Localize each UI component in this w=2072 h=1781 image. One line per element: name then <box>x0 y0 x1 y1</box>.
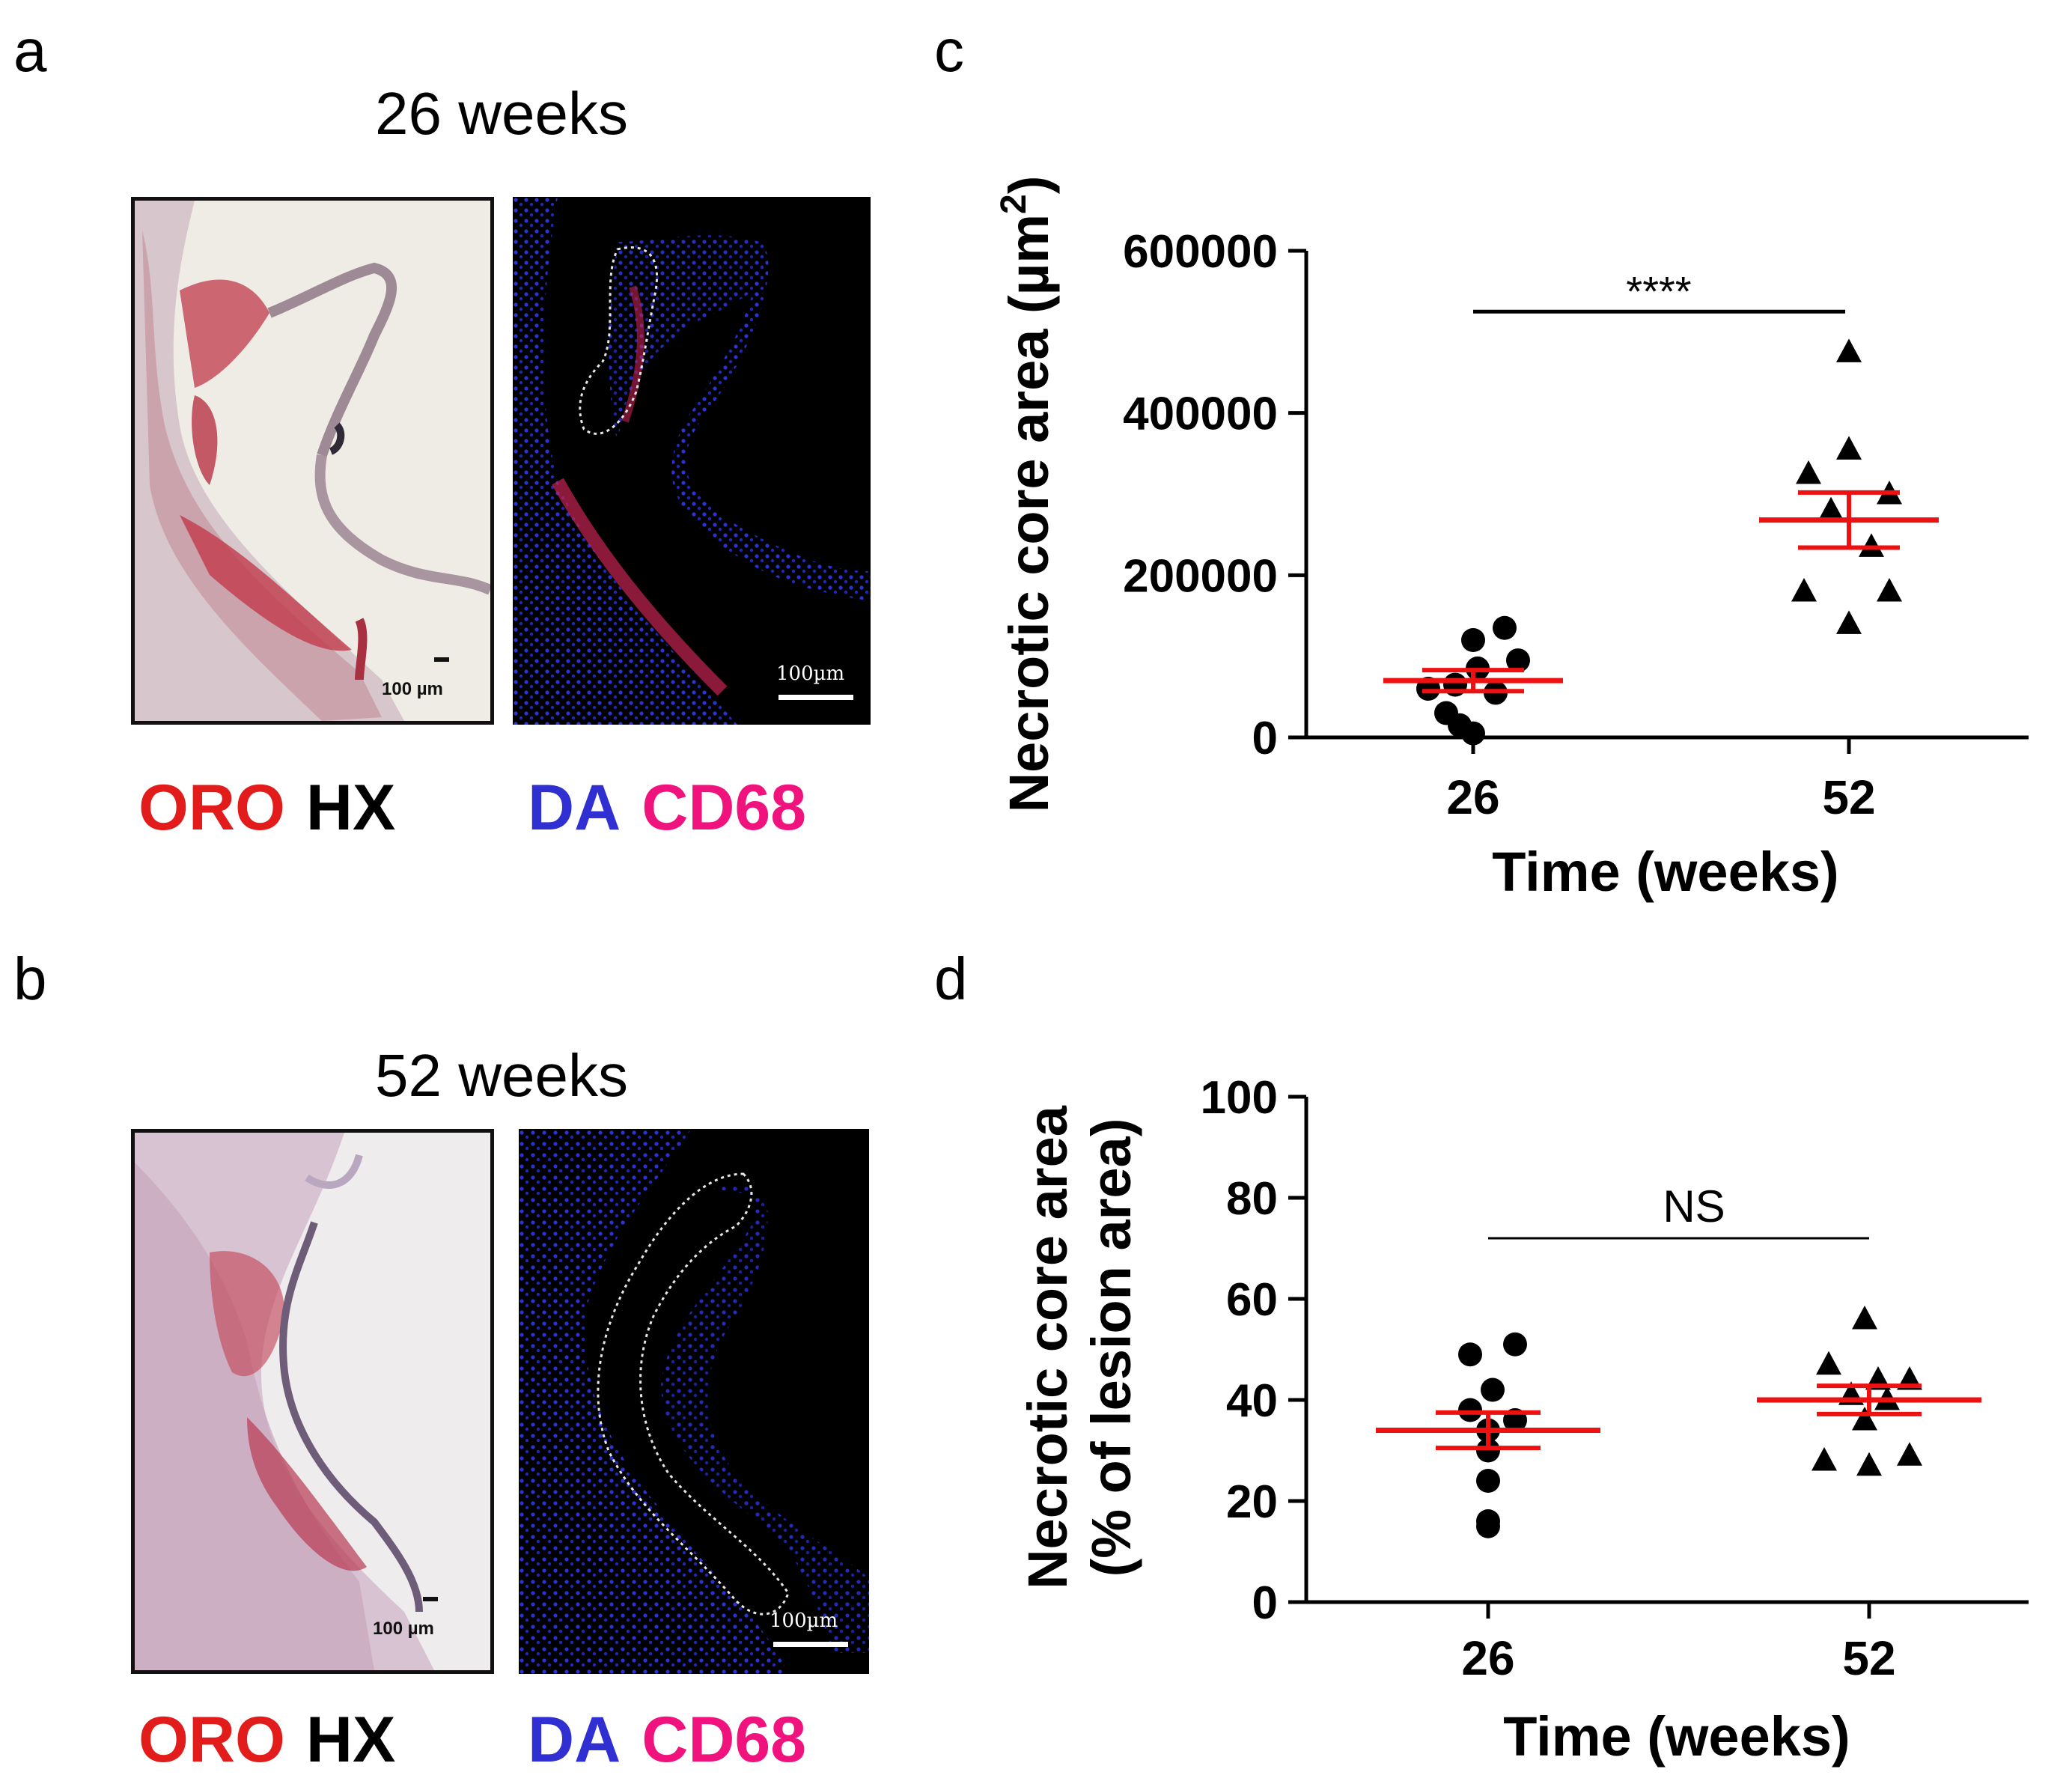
chart-d-y-tick-label: 80 <box>1226 1173 1278 1225</box>
panel-b-stain-cd68: CD68 <box>642 1704 807 1776</box>
chart-c-point-52 <box>1791 578 1817 602</box>
chart-d-point-52 <box>1812 1447 1837 1471</box>
chart-c-mean-sem <box>1383 490 1939 694</box>
chart-d-y-tick-label: 40 <box>1226 1375 1278 1427</box>
chart-d-point-26 <box>1476 1438 1500 1463</box>
chart-d-point-26 <box>1458 1342 1482 1367</box>
chart-c-point-52 <box>1877 578 1902 602</box>
chart-d: 0 20 40 60 80 100 26 52 Time (weeks) Necrotic… <box>1017 1072 2029 1768</box>
panel-b-da-cd68-micrograph: 100µm <box>519 1129 869 1674</box>
chart-c-point-52 <box>1836 436 1862 460</box>
chart-c-point-26 <box>1461 721 1485 746</box>
chart-d-significance-label: NS <box>1663 1181 1725 1232</box>
chart-d-x-tick-label-52: 52 <box>1842 1631 1895 1685</box>
chart-d-axes <box>1304 1097 2029 1604</box>
chart-d-x-axis-title: Time (weeks) <box>1503 1705 1850 1768</box>
chart-c-y-axis-title-end: ) <box>998 176 1060 195</box>
panel-a-stain-legend-right: DA CD68 <box>528 776 827 840</box>
chart-d-y-ticks: 0 20 40 60 80 100 <box>1201 1072 1871 1629</box>
chart-c-significance-label: **** <box>1626 267 1691 314</box>
panel-a-oro-hx-micrograph: 100 µm <box>131 197 494 725</box>
chart-c-point-52 <box>1836 610 1862 634</box>
panel-letter-d: d <box>934 946 968 1012</box>
panel-b-stain-da: DA <box>528 1704 621 1776</box>
chart-d-point-26 <box>1458 1398 1482 1422</box>
chart-d-y-tick-label: 100 <box>1201 1072 1278 1124</box>
chart-c-point-52 <box>1836 338 1862 362</box>
chart-c-y-ticks: 0 200000 400000 600000 <box>1123 226 1851 764</box>
chart-d-x-tick-label-26: 26 <box>1461 1631 1514 1685</box>
chart-c-axes <box>1304 251 2029 740</box>
chart-c-significance: **** <box>1473 267 1845 314</box>
panel-b-title: 52 weeks <box>375 1042 628 1109</box>
chart-d-x-ticks: 26 52 <box>1461 1631 1895 1685</box>
chart-c-point-26 <box>1493 615 1517 640</box>
chart-c-point-52 <box>1859 533 1884 557</box>
chart-c-x-tick-label-52: 52 <box>1822 770 1875 824</box>
chart-d-point-26 <box>1503 1332 1527 1357</box>
panel-a-stain-oro: ORO <box>138 772 285 844</box>
chart-d-point-26 <box>1476 1514 1500 1538</box>
chart-c-points <box>1416 338 1902 746</box>
chart-c-y-axis-title-main: Necrotic core area (µm <box>998 214 1060 812</box>
chart-d-point-52 <box>1856 1452 1882 1476</box>
panel-a-bright-scale-label: 100 µm <box>382 679 443 699</box>
chart-d-mean-sem <box>1376 1383 1981 1451</box>
panel-b-bright-scale-label: 100 µm <box>373 1619 434 1639</box>
panel-a-fluor-scale-label: 100µm <box>776 663 844 685</box>
panel-a-stain-legend-left: ORO HX <box>138 776 416 840</box>
panel-b-stain-oro: ORO <box>138 1704 285 1776</box>
chart-c-y-tick-label: 200000 <box>1123 550 1278 602</box>
chart-c-x-ticks: 26 52 <box>1446 770 1875 824</box>
panel-b-oro-hx-micrograph: 100 µm <box>131 1129 494 1674</box>
chart-d-y-tick-label: 60 <box>1226 1274 1278 1326</box>
chart-d-y-tick-label: 20 <box>1226 1476 1278 1528</box>
panel-b-stain-legend-right: DA CD68 <box>528 1708 827 1772</box>
panel-b-stain-hx: HX <box>305 1704 396 1776</box>
panel-b-fluor-scale-label: 100µm <box>770 1610 838 1632</box>
panel-b-stain-legend-left: ORO HX <box>138 1708 416 1772</box>
chart-c-y-tick-label: 400000 <box>1123 389 1278 440</box>
chart-c-point-26 <box>1461 628 1485 652</box>
panel-a-stain-hx: HX <box>305 772 396 844</box>
panel-letter-c: c <box>934 17 964 84</box>
chart-c-y-tick-label: 600000 <box>1123 226 1278 278</box>
chart-c-point-52 <box>1796 460 1821 484</box>
chart-c-y-tick-label: 0 <box>1252 713 1278 764</box>
chart-c-point-52 <box>1818 496 1844 521</box>
panel-a-stain-da: DA <box>528 772 621 844</box>
chart-d-point-52 <box>1852 1306 1877 1330</box>
chart-c: 0 200000 400000 600000 26 52 Time (weeks) N… <box>994 176 2029 903</box>
chart-d-point-52 <box>1852 1407 1877 1431</box>
panel-a-title: 26 weeks <box>375 80 628 147</box>
panel-letter-a: a <box>13 17 47 84</box>
chart-c-y-axis-title: Necrotic core area (µm2) <box>994 176 1060 813</box>
chart-d-point-52 <box>1897 1442 1922 1466</box>
panel-a-stain-cd68: CD68 <box>642 772 807 844</box>
panel-letter-b: b <box>13 946 47 1012</box>
chart-d-point-52 <box>1816 1351 1841 1375</box>
panel-a-da-cd68-micrograph: 100µm <box>513 197 871 725</box>
chart-d-y-tick-label: 0 <box>1252 1577 1278 1629</box>
chart-c-x-tick-label-26: 26 <box>1446 770 1499 824</box>
chart-d-points <box>1458 1306 1922 1538</box>
chart-d-point-26 <box>1481 1377 1505 1402</box>
chart-d-significance: NS <box>1488 1181 1869 1240</box>
chart-c-x-axis-title: Time (weeks) <box>1492 841 1838 903</box>
chart-c-point-26 <box>1506 648 1530 673</box>
chart-d-point-26 <box>1476 1469 1500 1493</box>
chart-d-y-axis-title-line1: Necrotic core area <box>1017 1105 1079 1589</box>
chart-c-y-axis-title-sup: 2 <box>994 194 1034 214</box>
chart-d-y-axis-title-line2: (% of lesion area) <box>1080 1118 1142 1577</box>
